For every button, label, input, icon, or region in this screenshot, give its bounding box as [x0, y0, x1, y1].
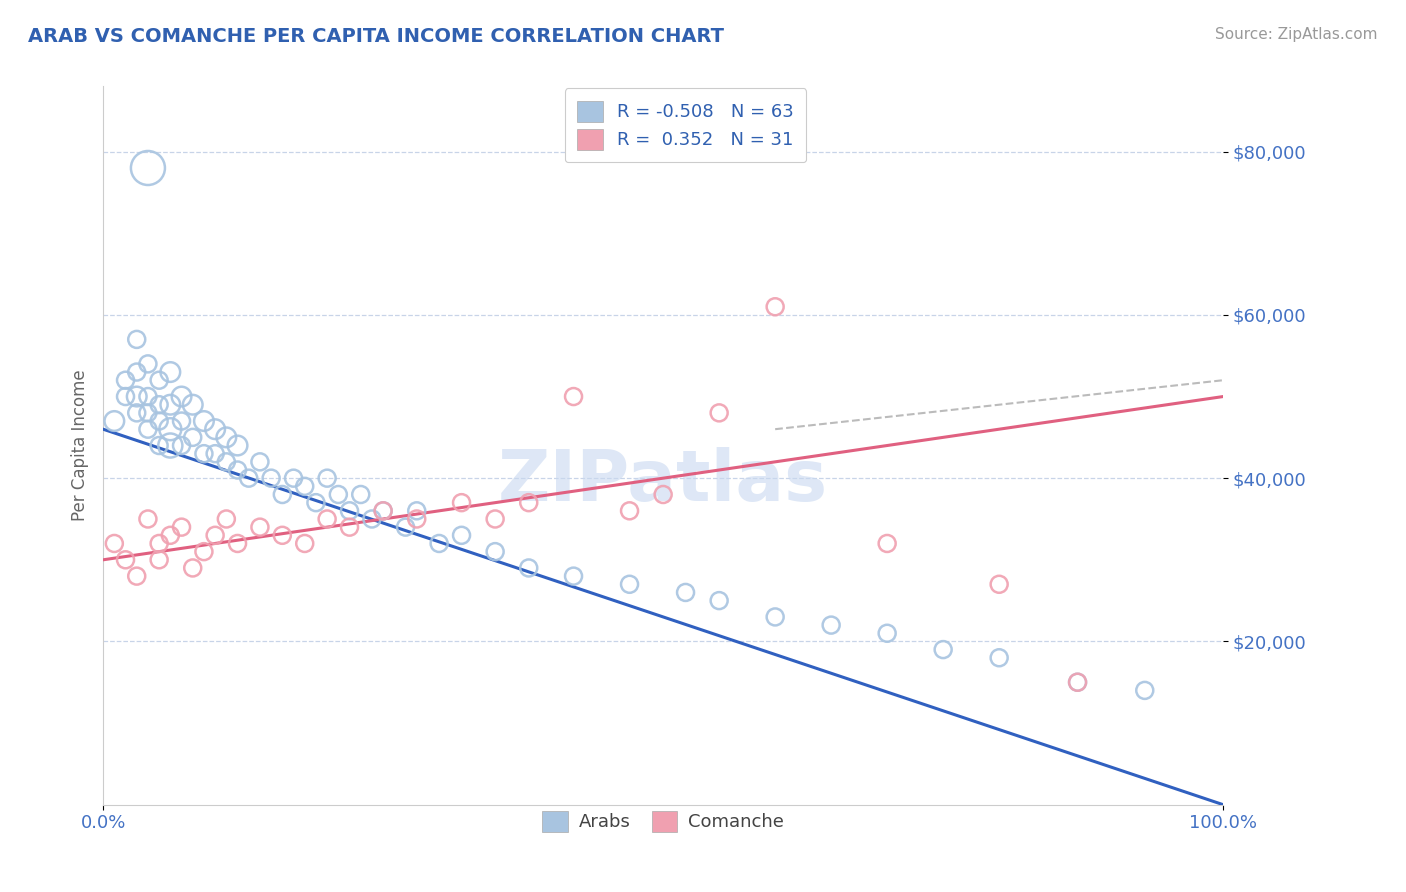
Point	[675, 585, 697, 599]
Point	[988, 650, 1011, 665]
Point	[204, 447, 226, 461]
Point	[373, 504, 395, 518]
Point	[988, 577, 1011, 591]
Point	[159, 528, 181, 542]
Point	[305, 496, 328, 510]
Point	[148, 553, 170, 567]
Point	[1133, 683, 1156, 698]
Point	[136, 406, 159, 420]
Point	[484, 544, 506, 558]
Point	[148, 373, 170, 387]
Point	[339, 520, 361, 534]
Point	[204, 528, 226, 542]
Point	[427, 536, 450, 550]
Point	[148, 438, 170, 452]
Point	[249, 520, 271, 534]
Point	[136, 390, 159, 404]
Point	[763, 300, 786, 314]
Point	[136, 422, 159, 436]
Point	[260, 471, 283, 485]
Point	[484, 512, 506, 526]
Point	[876, 536, 898, 550]
Point	[562, 569, 585, 583]
Point	[170, 520, 193, 534]
Text: ARAB VS COMANCHE PER CAPITA INCOME CORRELATION CHART: ARAB VS COMANCHE PER CAPITA INCOME CORRE…	[28, 27, 724, 45]
Point	[159, 438, 181, 452]
Point	[316, 471, 339, 485]
Point	[652, 487, 675, 501]
Point	[215, 430, 238, 444]
Point	[450, 528, 472, 542]
Point	[294, 536, 316, 550]
Point	[125, 332, 148, 346]
Point	[820, 618, 842, 632]
Point	[517, 561, 540, 575]
Point	[294, 479, 316, 493]
Point	[103, 536, 125, 550]
Point	[316, 512, 339, 526]
Point	[271, 528, 294, 542]
Point	[619, 504, 641, 518]
Point	[707, 406, 730, 420]
Point	[619, 577, 641, 591]
Point	[170, 438, 193, 452]
Point	[271, 487, 294, 501]
Text: Source: ZipAtlas.com: Source: ZipAtlas.com	[1215, 27, 1378, 42]
Point	[249, 455, 271, 469]
Point	[339, 504, 361, 518]
Point	[215, 512, 238, 526]
Point	[1066, 675, 1088, 690]
Point	[763, 610, 786, 624]
Point	[136, 161, 159, 175]
Point	[125, 365, 148, 379]
Text: ZIPatlas: ZIPatlas	[498, 447, 828, 516]
Point	[114, 390, 136, 404]
Point	[136, 512, 159, 526]
Point	[932, 642, 955, 657]
Point	[181, 398, 204, 412]
Point	[181, 430, 204, 444]
Point	[125, 390, 148, 404]
Point	[181, 561, 204, 575]
Point	[373, 504, 395, 518]
Point	[170, 390, 193, 404]
Point	[193, 447, 215, 461]
Point	[148, 414, 170, 428]
Point	[159, 365, 181, 379]
Point	[238, 471, 260, 485]
Point	[204, 422, 226, 436]
Point	[125, 569, 148, 583]
Point	[148, 536, 170, 550]
Point	[136, 357, 159, 371]
Point	[226, 438, 249, 452]
Point	[114, 553, 136, 567]
Point	[215, 455, 238, 469]
Point	[159, 398, 181, 412]
Point	[405, 504, 427, 518]
Point	[226, 536, 249, 550]
Point	[517, 496, 540, 510]
Point	[876, 626, 898, 640]
Point	[193, 414, 215, 428]
Point	[283, 471, 305, 485]
Point	[328, 487, 350, 501]
Point	[103, 414, 125, 428]
Point	[125, 406, 148, 420]
Point	[226, 463, 249, 477]
Point	[450, 496, 472, 510]
Point	[1066, 675, 1088, 690]
Point	[707, 593, 730, 607]
Point	[193, 544, 215, 558]
Point	[394, 520, 416, 534]
Point	[148, 398, 170, 412]
Point	[405, 512, 427, 526]
Point	[114, 373, 136, 387]
Y-axis label: Per Capita Income: Per Capita Income	[72, 369, 89, 521]
Point	[159, 422, 181, 436]
Point	[562, 390, 585, 404]
Legend: R = -0.508   N = 63, R =  0.352   N = 31: R = -0.508 N = 63, R = 0.352 N = 31	[565, 88, 807, 162]
Point	[361, 512, 384, 526]
Point	[170, 414, 193, 428]
Point	[350, 487, 373, 501]
